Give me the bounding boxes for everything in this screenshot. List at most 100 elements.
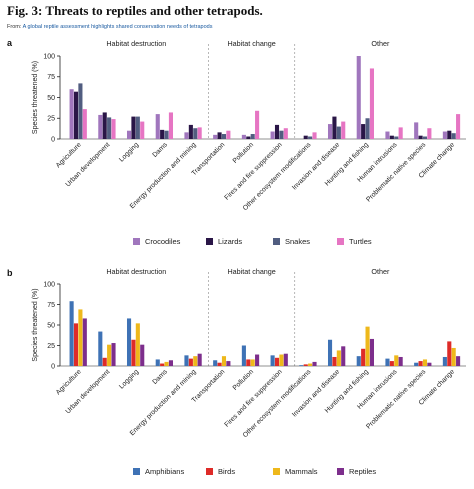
bar-crocodiles [126, 130, 132, 139]
bar-mammals [336, 350, 341, 366]
legend-swatch [337, 238, 344, 245]
y-tick-label: 50 [47, 322, 55, 329]
bar-birds [418, 361, 423, 366]
bar-lizards [217, 132, 222, 139]
y-axis-label: Species threatened (%) [32, 61, 39, 134]
group-label: Habitat destruction [106, 267, 166, 276]
bar-reptiles [168, 360, 173, 366]
bar-turtles [456, 114, 461, 139]
x-tick-label: Fires and fire suppression [224, 368, 284, 428]
bar-mammals [107, 344, 112, 366]
y-tick-label: 25 [47, 343, 55, 350]
bar-amphibians [442, 356, 447, 366]
legend-label: Reptiles [349, 467, 376, 476]
bar-lizards [102, 112, 107, 139]
bar-amphibians [356, 356, 361, 366]
bar-turtles [111, 119, 116, 139]
bar-crocodiles [356, 56, 361, 139]
legend-label: Snakes [285, 237, 310, 246]
bar-reptiles [369, 338, 374, 366]
bar-reptiles [312, 361, 317, 366]
bar-snakes [336, 126, 341, 139]
legend-label: Mammals [285, 467, 318, 476]
bar-birds [73, 323, 79, 366]
bar-amphibians [69, 301, 74, 366]
bar-lizards [332, 116, 337, 139]
bar-snakes [221, 134, 227, 139]
bar-turtles [427, 128, 432, 139]
bar-crocodiles [213, 134, 218, 139]
bar-amphibians [270, 355, 275, 366]
bar-mammals [365, 326, 370, 366]
legend-label: Lizards [218, 237, 242, 246]
bar-lizards [274, 124, 280, 139]
bar-snakes [279, 130, 284, 139]
bar-turtles [168, 112, 173, 139]
bar-lizards [418, 135, 423, 139]
bar-amphibians [184, 355, 189, 366]
bar-lizards [303, 135, 308, 139]
x-tick-label: Logging [118, 141, 140, 163]
y-tick-label: 50 [47, 95, 55, 102]
x-tick-label: Invasion and disease [291, 368, 341, 418]
panel-label: a [7, 38, 13, 48]
bar-turtles [312, 132, 317, 139]
panel-label: b [7, 268, 13, 278]
bar-snakes [107, 117, 112, 139]
group-label: Habitat change [227, 267, 275, 276]
bar-reptiles [197, 353, 202, 366]
figure-source-link[interactable]: A global reptile assessment highlights s… [22, 24, 213, 30]
bar-amphibians [385, 358, 390, 366]
x-tick-label: Agriculture [55, 368, 83, 396]
y-tick-label: 100 [43, 53, 55, 60]
bar-crocodiles [385, 131, 390, 139]
bar-amphibians [98, 331, 103, 366]
y-tick-label: 100 [43, 281, 55, 288]
bar-mammals [422, 359, 428, 366]
bar-mammals [279, 354, 284, 366]
bar-birds [246, 359, 251, 366]
bar-snakes [135, 116, 140, 139]
y-tick-label: 0 [51, 136, 55, 143]
x-tick-label: Logging [118, 368, 140, 390]
bar-amphibians [414, 362, 419, 366]
bar-crocodiles [414, 122, 419, 139]
y-tick-label: 25 [47, 116, 55, 123]
bar-lizards [160, 129, 165, 139]
bar-lizards [361, 124, 366, 139]
bar-mammals [135, 323, 140, 366]
bar-amphibians [327, 339, 333, 366]
bar-lizards [389, 135, 394, 139]
bar-lizards [447, 130, 452, 139]
bar-amphibians [155, 359, 160, 366]
bar-birds [188, 358, 193, 366]
bar-reptiles [226, 361, 231, 366]
bar-mammals [221, 356, 227, 366]
bar-mammals [308, 363, 313, 366]
legend-swatch [206, 238, 213, 245]
bar-birds [389, 361, 394, 366]
bar-reptiles [427, 362, 432, 366]
bar-amphibians [241, 345, 246, 366]
legend-label: Amphibians [145, 467, 184, 476]
bar-turtles [197, 127, 202, 139]
group-label: Other [371, 39, 390, 48]
bar-birds [361, 348, 366, 366]
bar-reptiles [111, 343, 116, 366]
x-tick-label: Agriculture [55, 141, 83, 169]
bar-crocodiles [241, 134, 246, 139]
bar-birds [274, 357, 280, 366]
x-tick-label: Problematic native species [365, 368, 428, 431]
bar-reptiles [456, 356, 461, 366]
bar-birds [332, 356, 337, 366]
bar-mammals [193, 356, 198, 366]
bar-mammals [250, 359, 255, 366]
bar-turtles [398, 127, 403, 139]
legend-swatch [273, 238, 280, 245]
bar-reptiles [398, 356, 403, 366]
bar-amphibians [213, 360, 218, 366]
bar-mammals [451, 347, 456, 366]
bar-crocodiles [184, 132, 189, 139]
bar-mammals [394, 355, 399, 366]
legend-swatch [273, 468, 280, 475]
